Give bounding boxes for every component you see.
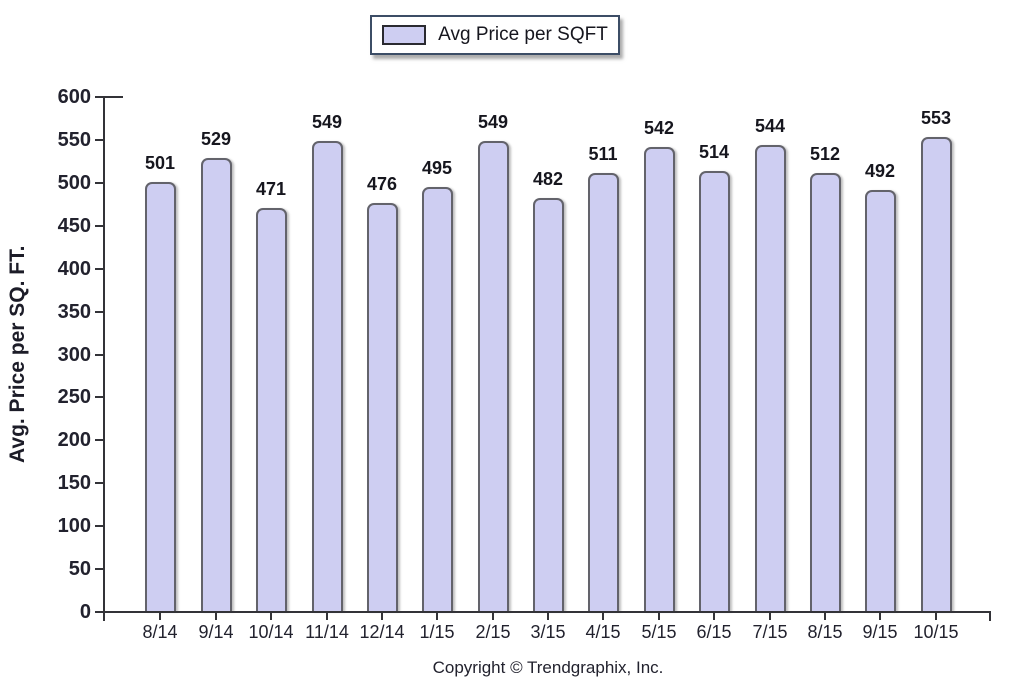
bar-value-label: 544 (754, 116, 786, 136)
y-tick (95, 182, 103, 184)
x-tick (326, 613, 328, 620)
y-tick-label: 600 (57, 86, 91, 108)
x-tick (547, 613, 549, 620)
y-tick (95, 568, 103, 570)
bar (201, 158, 232, 611)
bar (533, 198, 564, 611)
bar-value-label: 553 (920, 108, 952, 128)
x-tick (215, 613, 217, 620)
y-tick (95, 396, 103, 398)
x-tick-label: 1/15 (419, 622, 455, 642)
x-tick-label: 9/14 (198, 622, 234, 642)
x-axis-end-cap-icon (989, 611, 991, 621)
x-tick (492, 613, 494, 620)
y-tick (95, 354, 103, 356)
bar (644, 147, 675, 611)
x-tick (824, 613, 826, 620)
bar-value-label: 495 (421, 158, 453, 178)
y-tick (95, 611, 103, 613)
bar-value-label: 492 (864, 161, 896, 181)
bar (755, 145, 786, 611)
x-tick (935, 613, 937, 620)
legend-label: Avg Price per SQFT (438, 24, 608, 45)
bar (921, 137, 952, 611)
y-tick (95, 225, 103, 227)
y-tick-label: 0 (79, 601, 91, 623)
y-tick (95, 525, 103, 527)
x-tick-label: 10/14 (248, 622, 294, 642)
bar-value-label: 549 (311, 112, 343, 132)
bar (588, 173, 619, 611)
bar-value-label: 511 (588, 144, 618, 164)
y-tick-label: 50 (68, 558, 91, 580)
y-tick-label: 450 (57, 215, 91, 237)
y-tick-label: 350 (57, 301, 91, 323)
x-tick-label: 11/14 (305, 622, 349, 642)
y-tick-label: 200 (57, 429, 91, 451)
x-tick-label: 3/15 (530, 622, 566, 642)
x-tick-label: 7/15 (752, 622, 788, 642)
x-tick (381, 613, 383, 620)
y-tick-label: 400 (57, 258, 91, 280)
y-axis-line (103, 96, 105, 621)
y-tick (95, 96, 103, 98)
bar-value-label: 501 (144, 153, 176, 173)
x-tick (658, 613, 660, 620)
x-tick-label: 4/15 (585, 622, 621, 642)
y-tick-label: 500 (57, 172, 91, 194)
bar (367, 203, 398, 611)
bar-value-label: 529 (200, 129, 232, 149)
y-tick-label: 150 (57, 472, 91, 494)
footer-copyright: Copyright © Trendgraphix, Inc. (432, 658, 664, 677)
bar (312, 141, 343, 611)
x-tick-label: 5/15 (641, 622, 677, 642)
x-tick (713, 613, 715, 620)
bar-value-label: 476 (366, 174, 398, 194)
x-tick-label: 9/15 (862, 622, 898, 642)
x-tick (879, 613, 881, 620)
y-tick-label: 300 (57, 344, 91, 366)
bar-value-label: 542 (643, 118, 675, 138)
y-tick-label: 100 (57, 515, 91, 537)
x-axis-line (103, 611, 991, 613)
bar-value-label: 512 (809, 144, 841, 164)
bar (256, 208, 287, 611)
bar (699, 171, 730, 611)
x-tick (602, 613, 604, 620)
bar-value-label: 514 (698, 142, 730, 162)
bar (145, 182, 176, 611)
bar (422, 187, 453, 611)
x-tick-label: 2/15 (475, 622, 511, 642)
x-tick-label: 8/15 (807, 622, 843, 642)
y-tick (95, 268, 103, 270)
bar-value-label: 482 (532, 169, 564, 189)
y-tick-label: 550 (57, 129, 91, 151)
x-tick-label: 8/14 (142, 622, 178, 642)
y-tick (95, 139, 103, 141)
bar-value-label: 549 (477, 112, 509, 132)
x-tick (159, 613, 161, 620)
y-tick-label: 250 (57, 386, 91, 408)
x-tick-label: 10/15 (913, 622, 959, 642)
y-axis-top-cap-icon (103, 96, 123, 98)
x-tick (270, 613, 272, 620)
bar (865, 190, 896, 611)
x-tick (769, 613, 771, 620)
y-tick (95, 482, 103, 484)
bar (810, 173, 841, 611)
bar-value-label: 471 (255, 179, 287, 199)
legend-box: Avg Price per SQFT (370, 15, 620, 55)
x-tick-label: 6/15 (696, 622, 732, 642)
x-tick (436, 613, 438, 620)
bar (478, 141, 509, 611)
x-tick-label: 12/14 (359, 622, 405, 642)
y-tick (95, 311, 103, 313)
legend-swatch (382, 25, 427, 45)
y-tick (95, 439, 103, 441)
